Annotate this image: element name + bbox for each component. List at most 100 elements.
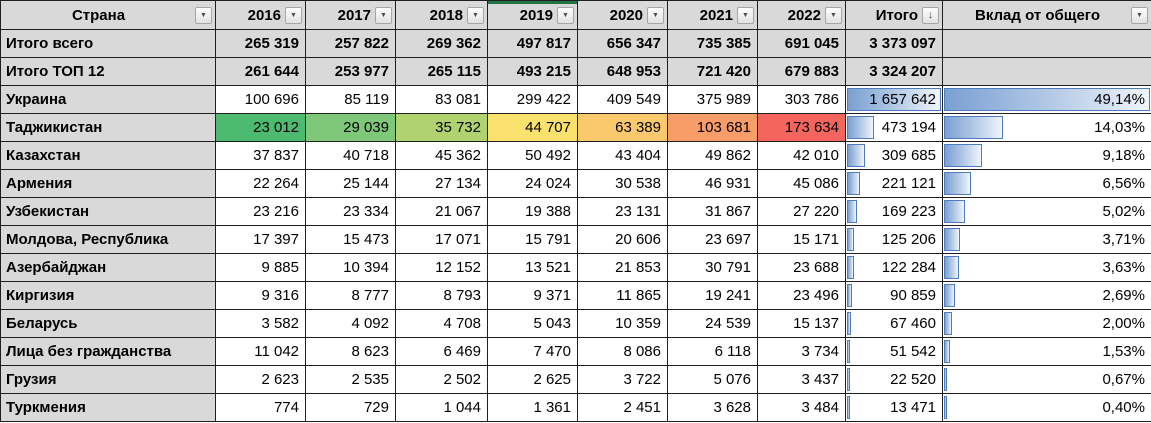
cell-year-value[interactable]: 691 045 — [757, 29, 846, 58]
cell-year-value[interactable]: 497 817 — [487, 29, 578, 58]
cell-share[interactable]: 2,00% — [942, 309, 1151, 338]
filter-dropdown-icon[interactable]: ▼ — [285, 6, 302, 24]
cell-year-value[interactable]: 299 422 — [487, 85, 578, 114]
cell-year-value[interactable]: 15 137 — [757, 309, 846, 338]
column-header-y2018[interactable]: 2018 ▼ — [395, 0, 488, 30]
cell-share[interactable]: 9,18% — [942, 141, 1151, 170]
cell-year-value[interactable]: 253 977 — [305, 57, 396, 86]
cell-year-value[interactable]: 2 502 — [395, 365, 488, 394]
column-header-y2021[interactable]: 2021 ▼ — [667, 0, 758, 30]
cell-year-value[interactable]: 45 086 — [757, 169, 846, 198]
cell-year-value[interactable]: 1 044 — [395, 393, 488, 422]
cell-year-value[interactable]: 721 420 — [667, 57, 758, 86]
cell-year-value[interactable]: 17 071 — [395, 225, 488, 254]
cell-total[interactable]: 309 685 — [845, 141, 943, 170]
cell-year-value[interactable]: 9 885 — [215, 253, 306, 282]
column-header-y2022[interactable]: 2022 ▼ — [757, 0, 846, 30]
cell-year-value[interactable]: 265 115 — [395, 57, 488, 86]
cell-year-value[interactable]: 27 220 — [757, 197, 846, 226]
cell-year-value[interactable]: 31 867 — [667, 197, 758, 226]
cell-year-value[interactable]: 100 696 — [215, 85, 306, 114]
cell-year-value[interactable]: 2 451 — [577, 393, 668, 422]
cell-year-value[interactable]: 15 791 — [487, 225, 578, 254]
filter-dropdown-icon[interactable]: ▼ — [647, 6, 664, 24]
cell-year-value[interactable]: 5 076 — [667, 365, 758, 394]
cell-year-value[interactable]: 42 010 — [757, 141, 846, 170]
cell-year-value[interactable]: 3 437 — [757, 365, 846, 394]
cell-share[interactable]: 2,69% — [942, 281, 1151, 310]
cell-year-value[interactable]: 20 606 — [577, 225, 668, 254]
cell-total[interactable]: 13 471 — [845, 393, 943, 422]
cell-year-value[interactable]: 19 241 — [667, 281, 758, 310]
cell-year-value[interactable]: 269 362 — [395, 29, 488, 58]
cell-year-value[interactable]: 11 042 — [215, 337, 306, 366]
cell-total[interactable]: 90 859 — [845, 281, 943, 310]
cell-year-value[interactable]: 656 347 — [577, 29, 668, 58]
row-label[interactable]: Молдова, Республика — [0, 225, 216, 254]
cell-year-value[interactable]: 648 953 — [577, 57, 668, 86]
cell-year-value[interactable]: 30 791 — [667, 253, 758, 282]
cell-total[interactable]: 67 460 — [845, 309, 943, 338]
cell-year-value[interactable]: 1 361 — [487, 393, 578, 422]
cell-total[interactable]: 1 657 642 — [845, 85, 943, 114]
cell-share[interactable]: 6,56% — [942, 169, 1151, 198]
row-label[interactable]: Итого всего — [0, 29, 216, 58]
sort-descending-filter-icon[interactable]: ↓ — [922, 6, 939, 24]
cell-year-value[interactable]: 375 989 — [667, 85, 758, 114]
cell-year-value[interactable]: 23 216 — [215, 197, 306, 226]
cell-year-value[interactable]: 30 538 — [577, 169, 668, 198]
cell-total[interactable]: 122 284 — [845, 253, 943, 282]
row-label[interactable]: Киргизия — [0, 281, 216, 310]
cell-share[interactable]: 0,40% — [942, 393, 1151, 422]
column-header-y2017[interactable]: 2017 ▼ — [305, 0, 396, 30]
cell-year-value[interactable]: 7 470 — [487, 337, 578, 366]
filter-dropdown-icon[interactable]: ▼ — [557, 6, 574, 24]
filter-dropdown-icon[interactable]: ▼ — [195, 6, 212, 24]
row-label[interactable]: Туркмения — [0, 393, 216, 422]
cell-year-value[interactable]: 3 582 — [215, 309, 306, 338]
cell-share[interactable]: 1,53% — [942, 337, 1151, 366]
column-header-total[interactable]: Итого ↓ — [845, 0, 943, 30]
cell-year-value[interactable]: 46 931 — [667, 169, 758, 198]
cell-year-value[interactable]: 21 853 — [577, 253, 668, 282]
cell-share[interactable]: 3,71% — [942, 225, 1151, 254]
cell-year-value[interactable]: 63 389 — [577, 113, 668, 142]
row-label[interactable]: Грузия — [0, 365, 216, 394]
cell-year-value[interactable]: 21 067 — [395, 197, 488, 226]
cell-year-value[interactable]: 8 777 — [305, 281, 396, 310]
cell-year-value[interactable]: 4 092 — [305, 309, 396, 338]
cell-share[interactable] — [942, 29, 1151, 58]
row-label[interactable]: Украина — [0, 85, 216, 114]
cell-year-value[interactable]: 24 539 — [667, 309, 758, 338]
column-header-y2020[interactable]: 2020 ▼ — [577, 0, 668, 30]
cell-year-value[interactable]: 3 628 — [667, 393, 758, 422]
cell-year-value[interactable]: 13 521 — [487, 253, 578, 282]
filter-dropdown-icon[interactable]: ▼ — [375, 6, 392, 24]
cell-year-value[interactable]: 103 681 — [667, 113, 758, 142]
cell-year-value[interactable]: 3 722 — [577, 365, 668, 394]
cell-year-value[interactable]: 9 316 — [215, 281, 306, 310]
cell-year-value[interactable]: 23 688 — [757, 253, 846, 282]
cell-year-value[interactable]: 35 732 — [395, 113, 488, 142]
cell-total[interactable]: 3 324 207 — [845, 57, 943, 86]
cell-year-value[interactable]: 24 024 — [487, 169, 578, 198]
cell-year-value[interactable]: 40 718 — [305, 141, 396, 170]
cell-total[interactable]: 3 373 097 — [845, 29, 943, 58]
cell-year-value[interactable]: 25 144 — [305, 169, 396, 198]
cell-year-value[interactable]: 44 707 — [487, 113, 578, 142]
cell-year-value[interactable]: 6 469 — [395, 337, 488, 366]
filter-dropdown-icon[interactable]: ▼ — [467, 6, 484, 24]
cell-share[interactable]: 0,67% — [942, 365, 1151, 394]
cell-share[interactable]: 3,63% — [942, 253, 1151, 282]
cell-total[interactable]: 22 520 — [845, 365, 943, 394]
row-label[interactable]: Таджикистан — [0, 113, 216, 142]
row-label[interactable]: Казахстан — [0, 141, 216, 170]
filter-dropdown-icon[interactable]: ▼ — [737, 6, 754, 24]
cell-year-value[interactable]: 43 404 — [577, 141, 668, 170]
cell-share[interactable]: 14,03% — [942, 113, 1151, 142]
cell-year-value[interactable]: 493 215 — [487, 57, 578, 86]
cell-year-value[interactable]: 12 152 — [395, 253, 488, 282]
row-label[interactable]: Итого ТОП 12 — [0, 57, 216, 86]
cell-year-value[interactable]: 8 086 — [577, 337, 668, 366]
cell-year-value[interactable]: 2 625 — [487, 365, 578, 394]
